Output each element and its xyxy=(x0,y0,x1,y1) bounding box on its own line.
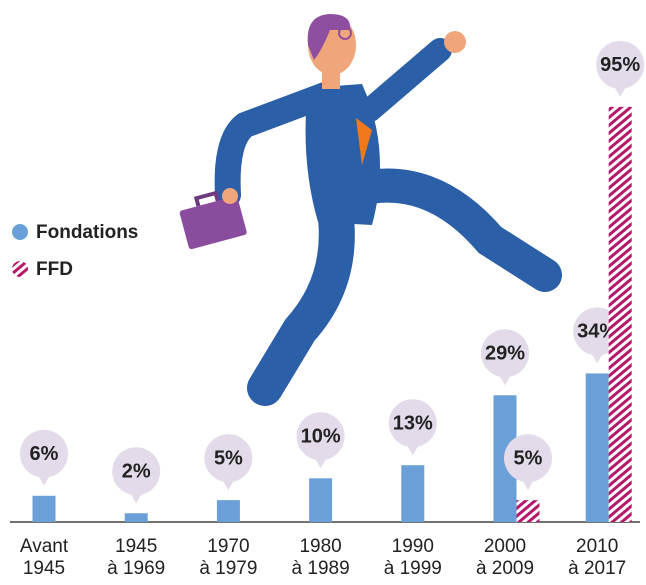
bar xyxy=(216,500,240,522)
x-tick-label: 1980 à 1989 xyxy=(291,536,350,579)
illustration xyxy=(179,14,562,406)
legend-swatch xyxy=(12,261,28,277)
value-label: 5% xyxy=(214,447,243,469)
value-label: 5% xyxy=(514,447,543,469)
label-bubble xyxy=(20,429,68,478)
legend-label: Fondations xyxy=(36,222,138,243)
label-bubble xyxy=(596,40,645,89)
bar xyxy=(309,478,333,522)
label-bubble xyxy=(204,434,253,483)
bar xyxy=(124,513,148,522)
value-label: 34% xyxy=(577,321,617,343)
value-label: 29% xyxy=(485,343,525,365)
bar xyxy=(608,106,632,522)
value-label: 2% xyxy=(122,461,151,483)
x-tick-label: Avant 1945 xyxy=(19,536,69,579)
bar xyxy=(585,373,609,522)
legend-label: FFD xyxy=(36,259,73,280)
value-label: 6% xyxy=(30,443,59,465)
label-bubble xyxy=(388,399,437,448)
x-tick-label: 1990 à 1999 xyxy=(383,536,442,579)
value-label: 95% xyxy=(600,54,640,76)
value-label: 10% xyxy=(301,426,341,448)
legend-swatch xyxy=(12,224,28,240)
bar xyxy=(32,495,56,522)
label-bubble xyxy=(481,329,529,378)
label-bubble xyxy=(504,434,552,483)
label-bubble xyxy=(296,412,345,461)
x-tick-label: 2000 à 2009 xyxy=(475,536,535,579)
x-tick-label: 2010 à 2017 xyxy=(568,536,627,579)
label-bubble xyxy=(112,447,161,496)
x-tick-label: 1970 à 1979 xyxy=(199,536,258,579)
bar xyxy=(516,500,540,522)
value-label: 13% xyxy=(393,412,433,434)
bar xyxy=(401,465,425,522)
x-tick-label: 1945 à 1969 xyxy=(107,536,166,579)
